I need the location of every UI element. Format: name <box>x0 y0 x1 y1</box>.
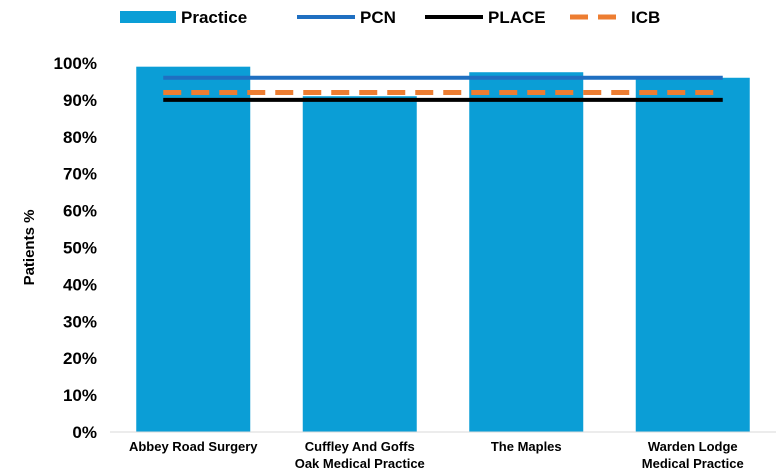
y-axis-label: Patients % <box>21 210 38 286</box>
y-tick-label: 70% <box>63 165 97 184</box>
y-tick-label: 40% <box>63 275 97 294</box>
y-axis: 0% 10% 20% 30% 40% 50% 60% 70% 80% 90% 100% <box>54 54 97 442</box>
bar-the-maples <box>469 72 584 432</box>
legend-label-icb: ICB <box>631 8 660 27</box>
bar-cuffley-and-goffs-oak-medical-practice <box>302 96 417 433</box>
x-tick-label: Warden Lodge <box>648 439 738 454</box>
y-tick-label: 20% <box>63 349 97 368</box>
y-tick-label: 0% <box>72 423 97 442</box>
legend-label-practice: Practice <box>181 8 247 27</box>
legend: Practice PCN PLACE ICB <box>120 8 660 27</box>
legend-label-pcn: PCN <box>360 8 396 27</box>
x-tick-label: Abbey Road Surgery <box>129 439 258 454</box>
x-axis: Abbey Road Surgery Cuffley And Goffs Oak M… <box>129 439 744 471</box>
y-tick-label: 30% <box>63 312 97 331</box>
y-tick-label: 50% <box>63 239 97 258</box>
reference-lines <box>163 75 723 102</box>
x-tick-label: Oak Medical Practice <box>295 456 425 471</box>
y-tick-label: 80% <box>63 128 97 147</box>
bar-warden-lodge-medical-practice <box>635 77 750 432</box>
bars <box>136 66 750 433</box>
x-tick-label: Medical Practice <box>642 456 744 471</box>
y-tick-label: 60% <box>63 202 97 221</box>
legend-swatch-practice <box>120 11 176 23</box>
y-tick-label: 100% <box>54 54 97 73</box>
x-tick-label: The Maples <box>491 439 562 454</box>
y-tick-label: 10% <box>63 386 97 405</box>
y-tick-label: 90% <box>63 91 97 110</box>
x-tick-label: Cuffley And Goffs <box>305 439 415 454</box>
legend-label-place: PLACE <box>488 8 546 27</box>
bar-abbey-road-surgery <box>136 66 251 432</box>
